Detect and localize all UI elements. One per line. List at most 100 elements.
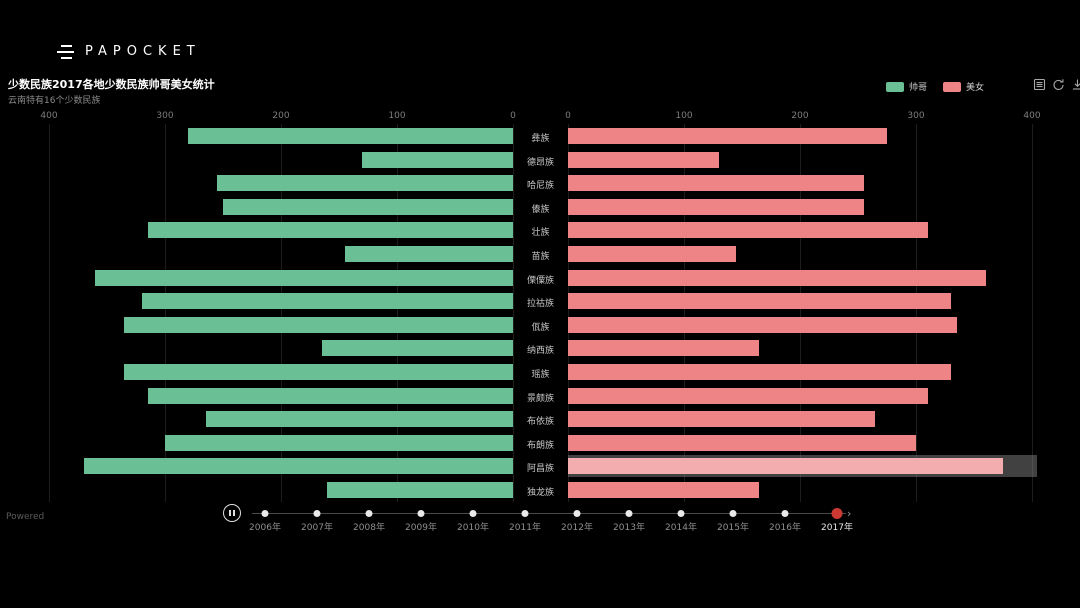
pause-icon: [233, 510, 235, 516]
data-view-icon[interactable]: [1033, 78, 1046, 91]
timeline-label-2017年[interactable]: 2017年: [821, 523, 853, 533]
category-label: 壮族: [531, 228, 550, 239]
bar-left-彝族[interactable]: [188, 128, 513, 144]
timeline-label-2016年[interactable]: 2016年: [769, 523, 801, 533]
timeline-dot-2008年[interactable]: [365, 510, 373, 517]
legend-label: 美女: [966, 83, 985, 93]
restore-icon[interactable]: [1052, 78, 1065, 91]
bar-left-景颇族[interactable]: [147, 387, 513, 404]
bar-right-景颇族[interactable]: [568, 387, 928, 404]
timeline-label-2011年[interactable]: 2011年: [509, 523, 541, 533]
timeline-label-2010年[interactable]: 2010年: [457, 523, 489, 533]
brand-logo[interactable]: PAPOCKET: [57, 44, 201, 59]
bar-left-傣族[interactable]: [223, 198, 513, 215]
timeline-label-2006年[interactable]: 2006年: [249, 523, 281, 533]
category-label: 独龙族: [526, 488, 554, 498]
category-label: 拉祜族: [526, 299, 554, 310]
axis-gridline: [49, 124, 50, 502]
category-label: 哈尼族: [526, 181, 554, 192]
bar-left-哈尼族[interactable]: [217, 175, 513, 192]
bar-right-哈尼族[interactable]: [568, 175, 864, 192]
bar-left-佤族[interactable]: [124, 316, 513, 333]
bar-right-壮族[interactable]: [568, 222, 928, 239]
bar-left-独龙族[interactable]: [327, 482, 513, 498]
legend-swatch: [943, 81, 962, 92]
bar-left-瑶族[interactable]: [124, 364, 513, 380]
axis-gridline: [916, 124, 917, 502]
category-label: 布依族: [526, 417, 554, 428]
legend-item-美女[interactable]: 美女: [943, 80, 984, 93]
bar-right-阿昌族[interactable]: [568, 458, 1003, 475]
category-label: 阿昌族: [526, 464, 554, 475]
bar-left-壮族[interactable]: [147, 222, 513, 239]
bar-left-德昂族[interactable]: [362, 151, 513, 168]
legend-item-帅哥[interactable]: 帅哥: [886, 80, 927, 93]
timeline-label-2007年[interactable]: 2007年: [301, 523, 333, 533]
bar-right-德昂族[interactable]: [568, 151, 719, 168]
bar-left-布依族[interactable]: [205, 411, 513, 428]
bar-left-布朗族[interactable]: [165, 434, 513, 451]
bar-right-布依族[interactable]: [568, 411, 876, 428]
category-label: 纳西族: [526, 346, 554, 357]
category-label: 景颇族: [526, 393, 554, 404]
axis-tick-label: 200: [272, 111, 290, 121]
timeline-dot-2016年[interactable]: [781, 510, 789, 517]
timeline-dot-2017年[interactable]: [831, 508, 843, 519]
bar-left-纳西族[interactable]: [321, 340, 513, 357]
timeline-dot-2013年[interactable]: [625, 510, 633, 517]
bar-right-傈僳族[interactable]: [568, 269, 986, 286]
axis-tick-label: 300: [907, 111, 925, 121]
axis-gridline: [397, 124, 398, 502]
category-label: 傣族: [531, 204, 550, 215]
bar-left-苗族[interactable]: [344, 246, 513, 262]
bar-right-独龙族[interactable]: [568, 482, 760, 498]
legend: 帅哥 美女: [886, 80, 984, 93]
timeline-dot-2006年[interactable]: [261, 510, 269, 517]
timeline-label-2014年[interactable]: 2014年: [665, 523, 697, 533]
timeline-label-2009年[interactable]: 2009年: [405, 523, 437, 533]
category-label: 德昂族: [526, 157, 554, 168]
bar-right-纳西族[interactable]: [568, 340, 760, 357]
category-label: 瑶族: [531, 370, 550, 380]
timeline-next-arrow: ›: [847, 507, 852, 520]
axis-tick-label: 0: [510, 111, 516, 121]
timeline-dot-2007年[interactable]: [313, 510, 321, 517]
axis-gridline: [800, 124, 801, 502]
bar-left-傈僳族[interactable]: [95, 269, 513, 286]
bar-left-阿昌族[interactable]: [83, 458, 513, 475]
category-label: 傈僳族: [526, 275, 554, 286]
category-label: 佤族: [531, 322, 550, 333]
timeline-dot-2011年[interactable]: [521, 510, 529, 517]
timeline-label-2013年[interactable]: 2013年: [613, 523, 645, 533]
axis-gridline: [1032, 124, 1033, 502]
bar-left-拉祜族[interactable]: [141, 293, 513, 310]
axis-gridline: [568, 124, 569, 502]
bar-right-拉祜族[interactable]: [568, 293, 951, 310]
axis-gridline: [684, 124, 685, 502]
powered-label: Powered: [6, 512, 45, 522]
timeline-dot-2010年[interactable]: [469, 510, 477, 517]
timeline-dot-2012年[interactable]: [573, 510, 581, 517]
play-pause-button[interactable]: [223, 504, 241, 522]
bar-right-布朗族[interactable]: [568, 434, 916, 451]
download-icon[interactable]: [1071, 78, 1080, 91]
axis-tick-label: 100: [388, 111, 406, 121]
timeline-label-2015年[interactable]: 2015年: [717, 523, 749, 533]
axis-gridline: [165, 124, 166, 502]
bar-right-彝族[interactable]: [568, 128, 887, 144]
bar-right-瑶族[interactable]: [568, 364, 951, 380]
bar-right-傣族[interactable]: [568, 198, 864, 215]
timeline-dot-2015年[interactable]: [729, 510, 737, 517]
timeline-axis[interactable]: [252, 513, 846, 514]
timeline-label-2012年[interactable]: 2012年: [561, 523, 593, 533]
axis-tick-label: 400: [40, 111, 58, 121]
timeline-dot-2014年[interactable]: [677, 510, 685, 517]
chart-title: 少数民族2017各地少数民族帅哥美女统计: [8, 78, 215, 91]
timeline-label-2008年[interactable]: 2008年: [353, 523, 385, 533]
bar-right-苗族[interactable]: [568, 246, 737, 262]
timeline-dot-2009年[interactable]: [417, 510, 425, 517]
bar-right-佤族[interactable]: [568, 316, 957, 333]
hamburger-menu-icon: [57, 44, 74, 59]
